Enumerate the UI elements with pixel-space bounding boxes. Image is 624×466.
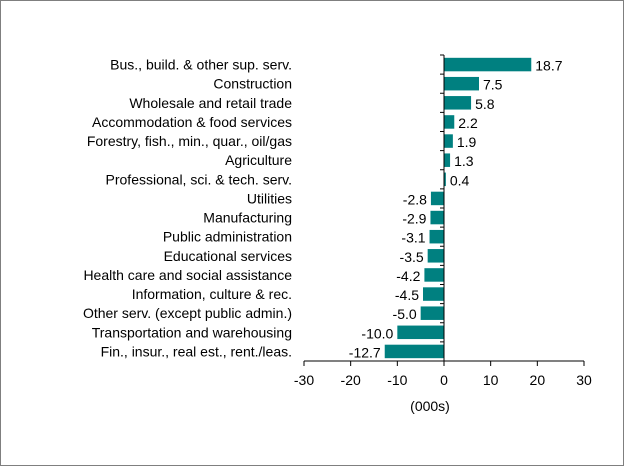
category-label: Educational services xyxy=(164,248,292,264)
category-label: Public administration xyxy=(163,229,292,245)
data-label: -12.7 xyxy=(349,344,381,360)
bar xyxy=(420,306,444,320)
axes-layer xyxy=(303,54,585,366)
category-label: Wholesale and retail trade xyxy=(129,95,292,111)
bar xyxy=(430,191,444,206)
bar xyxy=(427,249,444,263)
category-label: Accommodation & food services xyxy=(92,114,292,130)
x-tick-label: 20 xyxy=(530,372,546,388)
category-label: Other serv. (except public admin.) xyxy=(83,305,292,321)
bar xyxy=(423,287,444,301)
category-label: Professional, sci. & tech. serv. xyxy=(106,171,292,187)
data-label: -3.5 xyxy=(400,249,424,265)
bar xyxy=(444,172,446,187)
data-label: 1.9 xyxy=(457,134,477,150)
category-label: Health care and social assistance xyxy=(83,267,292,283)
x-axis-title: (000s) xyxy=(410,398,450,414)
category-label: Manufacturing xyxy=(203,210,292,226)
bar xyxy=(444,96,472,110)
data-label: -5.0 xyxy=(393,306,417,322)
data-label: 1.3 xyxy=(454,153,474,169)
category-label: Information, culture & rec. xyxy=(132,286,292,302)
x-tick-label: 10 xyxy=(483,372,499,388)
x-tick-label: 0 xyxy=(440,372,448,388)
data-label: -10.0 xyxy=(361,325,393,341)
bar xyxy=(430,210,444,225)
category-label: Transportation and warehousing xyxy=(92,324,292,340)
bar xyxy=(444,115,455,129)
bar xyxy=(384,344,444,359)
bars-layer xyxy=(384,57,532,359)
bar xyxy=(444,153,451,167)
data-label: -2.8 xyxy=(403,191,427,207)
x-tick-label: -30 xyxy=(294,372,314,388)
category-label: Agriculture xyxy=(225,152,292,168)
labels-layer: Bus., build. & other sup. serv. 18.7 Const… xyxy=(83,57,592,388)
data-label: -4.2 xyxy=(396,268,420,284)
data-label: 18.7 xyxy=(535,58,562,74)
data-label: -3.1 xyxy=(401,230,425,246)
data-label: 7.5 xyxy=(483,77,503,93)
bar xyxy=(444,76,479,91)
category-label: Construction xyxy=(213,76,292,92)
category-label: Forestry, fish., min., quar., oil/gas xyxy=(87,133,292,149)
bar xyxy=(444,57,532,72)
x-tick-label: -10 xyxy=(387,372,407,388)
bar xyxy=(397,325,444,340)
bar xyxy=(429,229,444,244)
data-label: -2.9 xyxy=(402,211,426,227)
bar xyxy=(444,134,453,148)
x-tick-label: 30 xyxy=(576,372,592,388)
data-label: 2.2 xyxy=(458,115,478,131)
category-label: Utilities xyxy=(247,190,292,206)
bar xyxy=(424,268,444,282)
x-tick-label: -20 xyxy=(341,372,361,388)
category-label: Bus., build. & other sup. serv. xyxy=(110,57,292,73)
category-label: Fin., insur., real est., rent./leas. xyxy=(101,343,292,359)
data-label: -4.5 xyxy=(395,287,419,303)
data-label: 0.4 xyxy=(450,172,470,188)
data-label: 5.8 xyxy=(475,96,495,112)
